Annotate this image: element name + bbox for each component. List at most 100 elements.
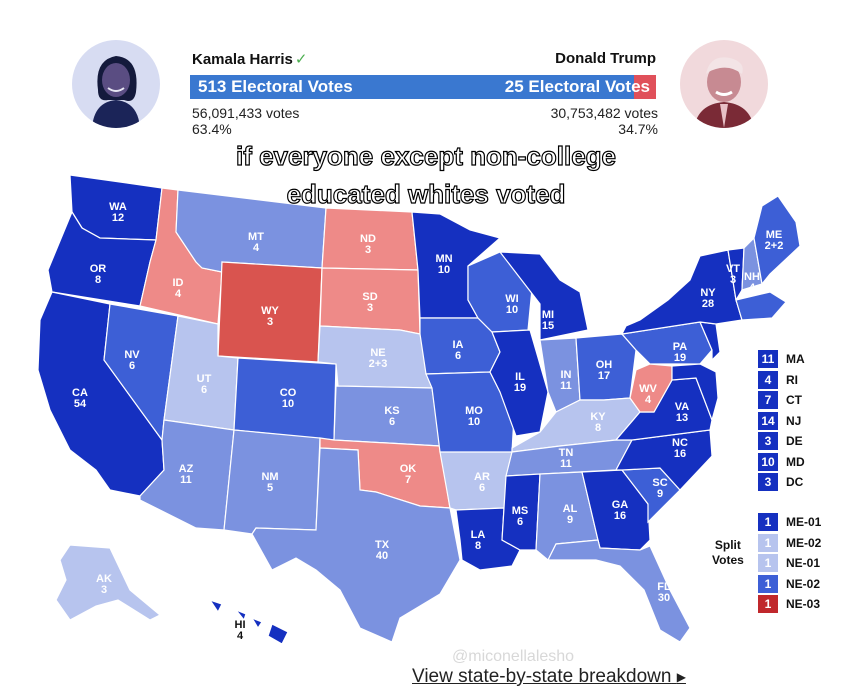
state-label-al: AL [563,503,578,515]
state-ev-ar: 6 [479,482,485,494]
split-vote-ev-ne-01: 1 [758,554,778,572]
state-ev-mi: 15 [542,320,554,332]
state-label-hi: HI [235,619,246,631]
state-ev-wi: 10 [506,304,518,316]
state-label-la: LA [471,529,486,541]
small-state-ev-de: 3 [758,432,778,450]
play-arrow-icon: ▶ [676,669,686,684]
state-label-nd: ND [360,233,376,245]
state-breakdown-link-text: View state-by-state breakdown [412,666,672,687]
state-ev-ga: 16 [614,510,626,522]
caption-line-1: if everyone except non-college [235,140,616,171]
state-label-fl: FL [657,581,671,593]
harris-electoral-votes: 513 Electoral Votes [198,77,353,96]
state-fl[interactable] [547,539,691,643]
state-tx[interactable] [251,447,461,643]
small-state-name-ct: CT [786,393,802,407]
state-label-vt: VT [726,263,740,275]
small-state-name-dc: DC [786,475,804,489]
state-label-mo: MO [465,405,483,417]
state-label-ms: MS [512,505,529,517]
trump-popular-votes: 30,753,482 votes [550,105,658,121]
state-label-wv: WV [639,383,657,395]
harris-name: Kamala Harris ✓ [192,50,307,68]
state-ny[interactable] [620,249,743,335]
state-label-il: IL [515,371,525,383]
state-label-ar: AR [474,471,490,483]
state-ev-sd: 3 [367,302,373,314]
small-state-ev-ct: 7 [758,391,778,409]
state-ev-sc: 9 [657,488,663,500]
state-label-pa: PA [673,341,688,353]
state-ev-la: 8 [475,540,481,552]
state-ev-nc: 16 [674,448,686,460]
state-label-me: ME [766,229,783,241]
state-ev-ms: 6 [517,516,523,528]
state-ev-mo: 10 [468,416,480,428]
state-label-co: CO [280,387,297,399]
harris-popular-votes: 56,091,433 votes [192,105,300,121]
split-vote-ev-ne-02: 1 [758,574,778,593]
state-label-mt: MT [248,231,264,243]
small-state-name-ri: RI [786,372,798,387]
state-ev-ak: 3 [101,584,107,596]
electoral-vote-bar: 513 Electoral Votes 25 Electoral Votes [190,75,656,99]
state-label-ia: IA [453,339,464,351]
state-ev-hi: 4 [237,630,244,642]
state-label-ne: NE [370,347,385,359]
state-label-ny: NY [700,287,716,299]
split-vote-name-ne-02: NE-02 [786,576,821,591]
state-label-nv: NV [124,349,140,361]
state-ev-nv: 6 [129,360,135,372]
state-ev-oh: 17 [598,370,610,382]
split-votes-title-line2: Votes [712,553,744,567]
state-label-id: ID [173,277,184,289]
state-ak[interactable] [55,544,162,621]
split-vote-name-ne-01: NE-01 [786,556,821,570]
small-state-ev-nj: 14 [758,411,778,430]
state-ev-az: 11 [180,474,192,486]
trump-percent: 34.7% [618,121,658,137]
state-label-tx: TX [375,539,390,551]
state-il[interactable] [489,329,549,437]
harris-avatar [72,40,160,128]
state-me[interactable] [753,195,801,286]
state-label-va: VA [675,401,690,413]
state-label-sd: SD [362,291,377,303]
state-ev-me: 2+2 [765,240,784,252]
split-vote-ev-me-01: 1 [758,513,778,531]
state-label-ut: UT [197,373,212,385]
state-label-ks: KS [384,405,399,417]
state-ct-ri-ma[interactable] [735,291,787,321]
state-ev-tx: 40 [376,550,388,562]
state-label-or: OR [90,263,107,275]
state-breakdown-link[interactable]: View state-by-state breakdown ▶ [412,666,686,688]
state-ev-al: 9 [567,514,573,526]
trump-electoral-votes: 25 Electoral Votes [504,77,650,96]
state-ev-ks: 6 [389,416,395,428]
state-label-nh: NH [744,271,760,283]
harris-percent: 63.4% [192,121,232,137]
state-mi[interactable] [498,251,589,341]
state-md[interactable] [671,363,719,422]
small-state-name-ma: MA [786,352,805,366]
split-vote-ev-ne-03: 1 [758,595,778,613]
small-state-ev-md: 10 [758,452,778,471]
state-ev-pa: 19 [674,352,686,364]
small-state-ev-ri: 4 [758,370,778,389]
split-vote-name-me-02: ME-02 [786,535,822,550]
state-ev-co: 10 [282,398,294,410]
state-label-mi: MI [542,309,554,321]
state-label-wy: WY [261,305,279,317]
check-icon: ✓ [294,51,308,68]
state-label-ca: CA [72,387,88,399]
state-ev-ne: 2+3 [369,358,388,370]
state-hi[interactable] [208,598,289,645]
state-ev-ia: 6 [455,350,461,362]
small-state-name-md: MD [786,454,805,469]
state-ev-nm: 5 [267,482,273,494]
split-votes-title-line1: Split [714,538,741,552]
state-ev-wy: 3 [267,316,273,328]
state-label-ga: GA [612,499,629,511]
trump-bar-segment [634,75,656,99]
